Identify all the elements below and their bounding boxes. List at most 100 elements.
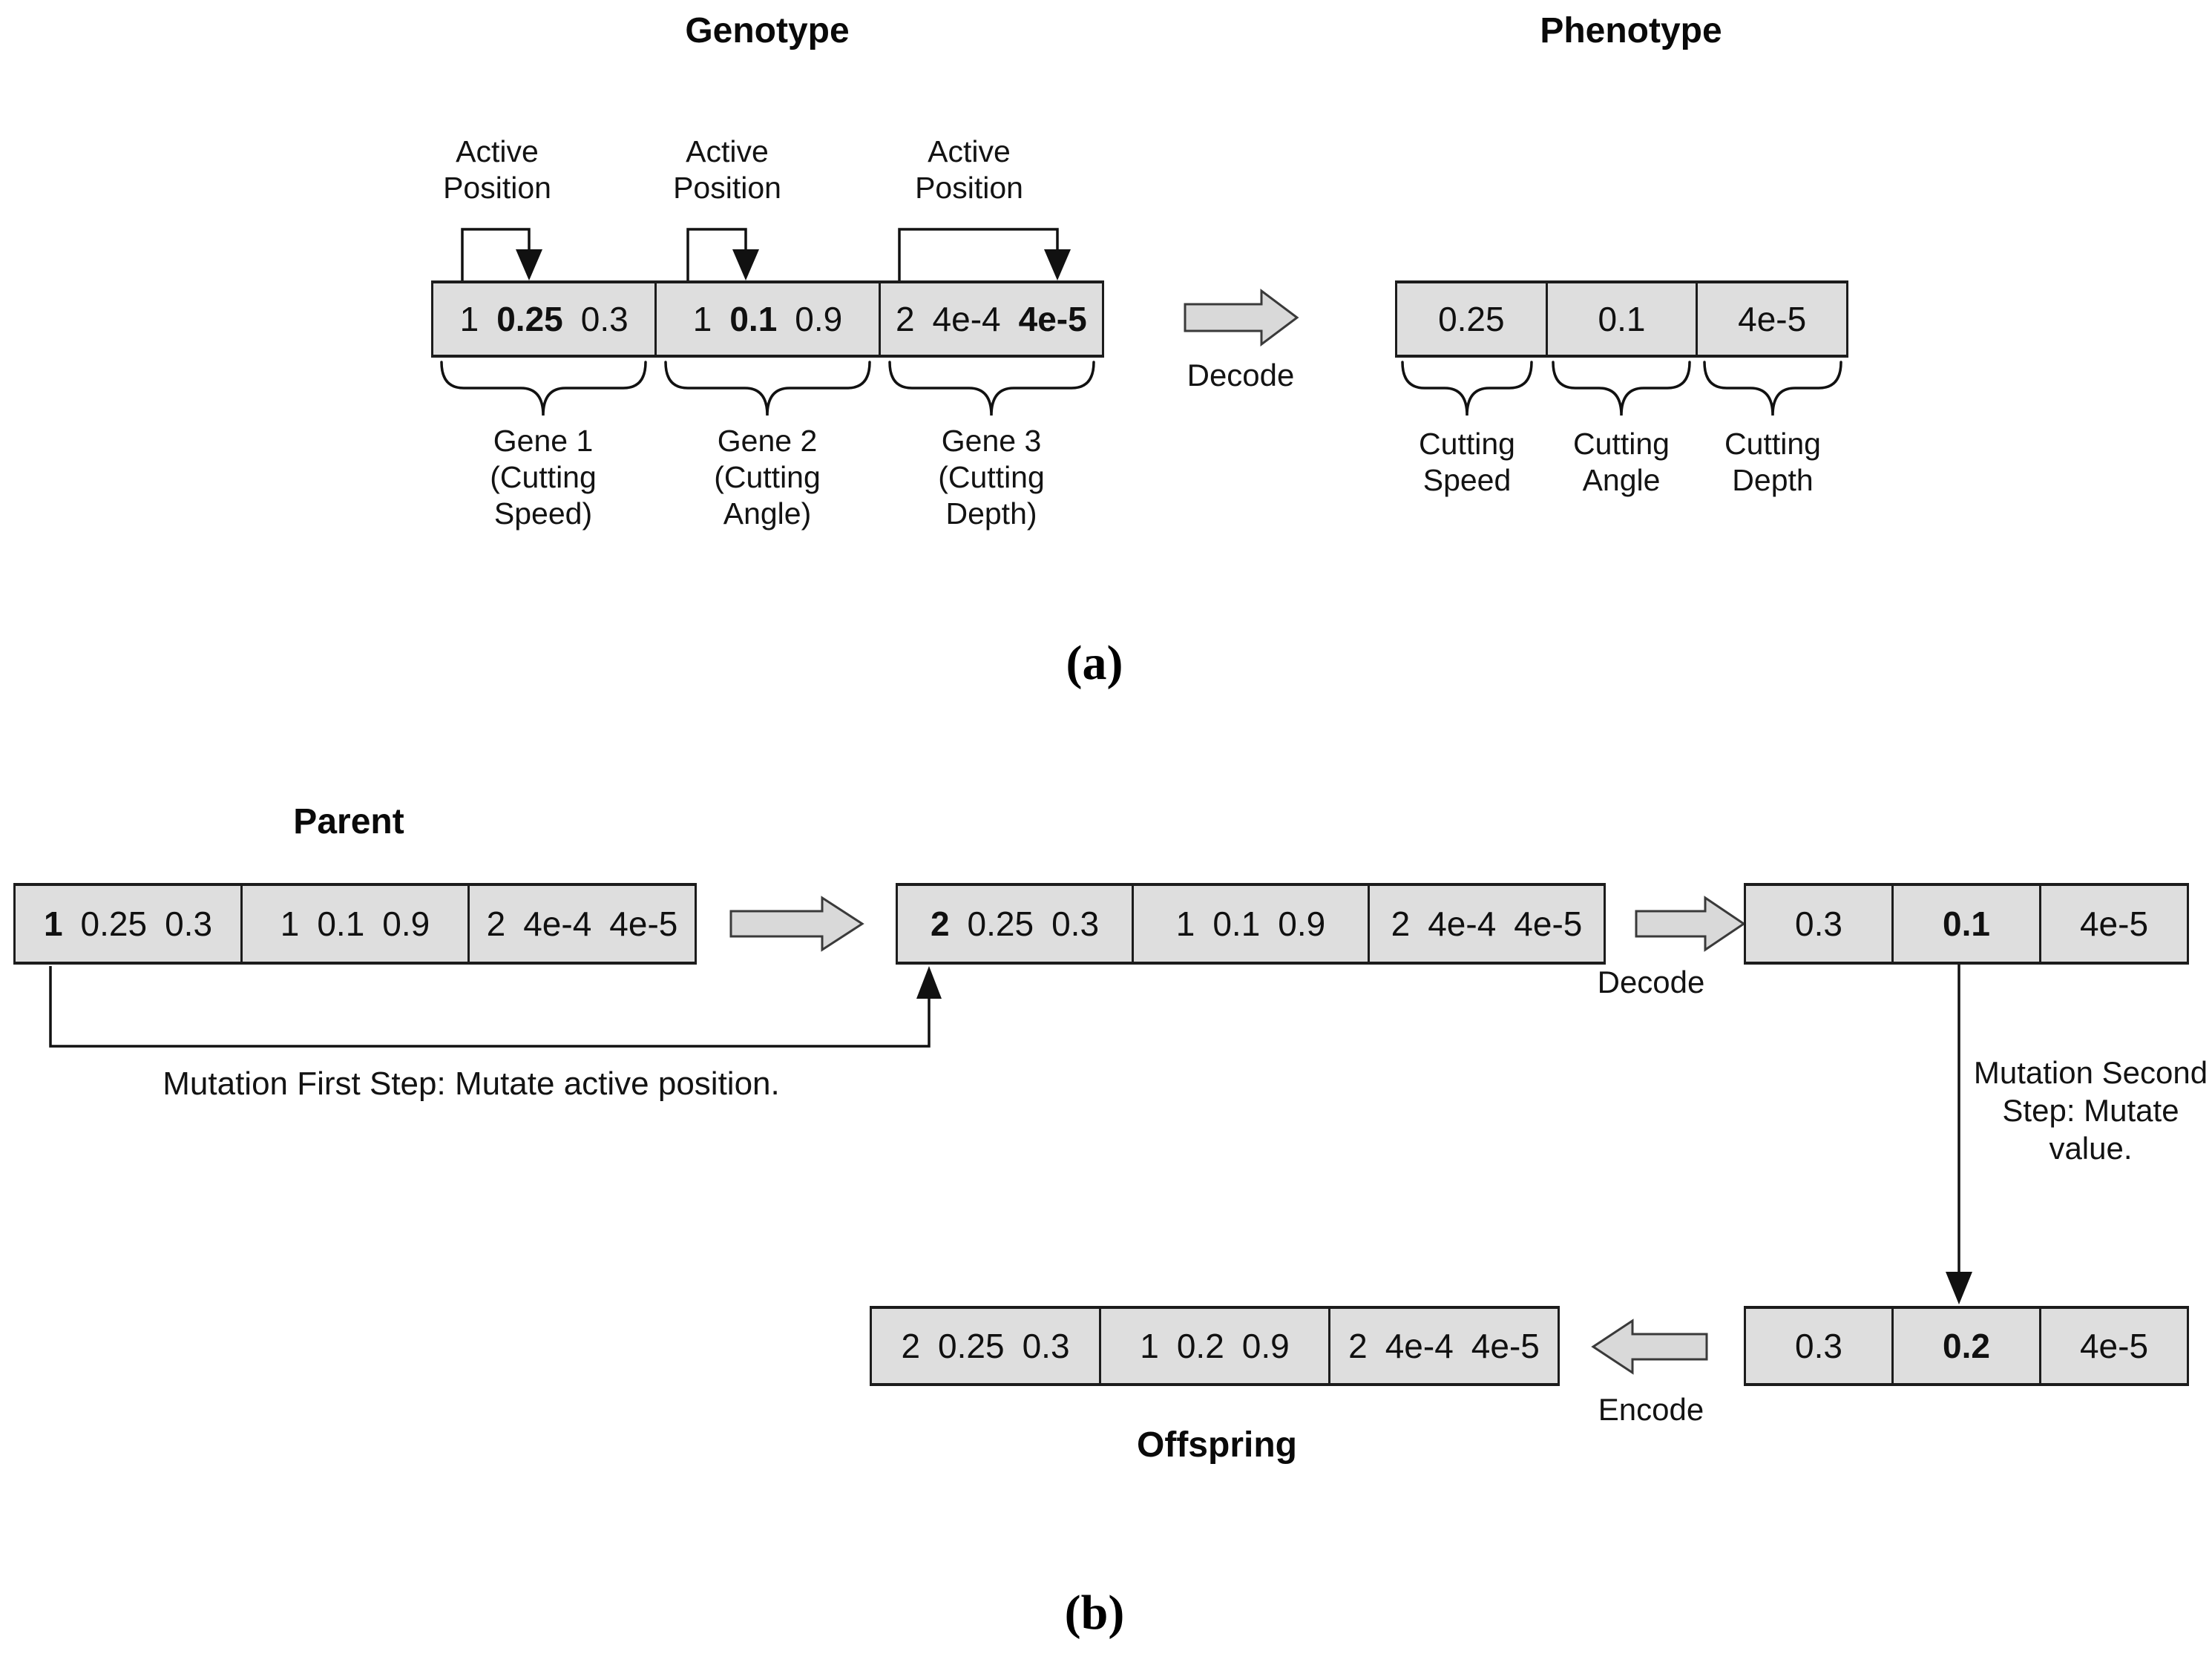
gene-value: 0.9	[382, 904, 430, 943]
gene-2-cell: 1 0.1 0.9	[654, 283, 878, 355]
gene-value: 0.1	[729, 300, 778, 338]
decode-label-a: Decode	[1187, 358, 1295, 393]
gene-value: 0.3	[1795, 1327, 1842, 1365]
active-position-connector-gene3-icon	[898, 228, 1071, 298]
gene-1-label: Gene 1 (Cutting Speed)	[424, 423, 662, 532]
parent-title: Parent	[293, 802, 404, 841]
phenotype-cutting-speed-cell: 0.25	[1397, 283, 1546, 355]
gene-value: 0.1	[1212, 904, 1261, 943]
gene-2-label: Gene 2 (Cutting Angle)	[649, 423, 886, 532]
offspring-gene-1-cell: 2 0.25 0.3	[872, 1309, 1099, 1383]
offspring-genotype-box: 2 0.25 0.3 1 0.2 0.9 2 4e-4 4e-5	[870, 1306, 1560, 1386]
parent-gene-2-cell: 1 0.1 0.9	[240, 886, 467, 962]
decode-arrow-icon	[1184, 289, 1299, 347]
gene-value: 4e-5	[1018, 300, 1087, 338]
gene-value: 0.3	[1795, 904, 1842, 943]
mutation-step2-line: value.	[2049, 1131, 2133, 1166]
offspring-title: Offspring	[1137, 1425, 1297, 1465]
active-position-connector-gene2-icon	[686, 228, 759, 298]
active-position-label-3: Active Position	[880, 134, 1058, 206]
value-label-line: Cutting	[1573, 427, 1670, 461]
gene-value: 4e-4	[1428, 904, 1497, 943]
parent-genotype-box: 1 0.25 0.3 1 0.1 0.9 2 4e-4 4e-5	[13, 883, 697, 965]
parent-gene-3-cell: 2 4e-4 4e-5	[467, 886, 695, 962]
gene-value: 1	[280, 904, 300, 943]
mutation-step2-line: Step: Mutate	[2002, 1093, 2179, 1128]
gene-value: 0.25	[938, 1327, 1005, 1365]
gene-label-line: Gene 1	[493, 424, 594, 458]
gene-value: 0.1	[1943, 904, 1990, 943]
active-position-line2: Position	[443, 171, 551, 205]
mutation-step2-connector-icon	[1946, 965, 1972, 1304]
gene-3-label: Gene 3 (Cutting Depth)	[873, 423, 1110, 532]
cutting-depth-label: Cutting Depth	[1676, 426, 1869, 499]
value-label-line: Cutting	[1419, 427, 1515, 461]
mutation-step2-text: Mutation Second Step: Mutate value.	[1968, 1054, 2212, 1167]
mutation-step2-line: Mutation Second	[1973, 1055, 2208, 1090]
gene-value: 4e-5	[1738, 300, 1807, 338]
cutting-speed-brace-icon	[1401, 361, 1533, 416]
phenotype-cutting-depth-cell: 4e-5	[1696, 283, 1846, 355]
gene-value: 4e-5	[2079, 1327, 2149, 1365]
gene-value: 0.2	[1176, 1327, 1224, 1365]
encode-arrow-icon	[1591, 1319, 1708, 1375]
mutation-step1-connector-icon	[49, 966, 942, 1048]
gene-3-cell: 2 4e-4 4e-5	[878, 283, 1102, 355]
gene-value: 0.1	[1598, 300, 1646, 338]
decode-arrow-b-icon	[1635, 896, 1746, 952]
parent-gene-1-cell: 1 0.25 0.3	[16, 886, 240, 962]
active-position-connector-gene1-icon	[461, 228, 542, 298]
phenotype-title: Phenotype	[1540, 11, 1722, 50]
gene-value: 2	[901, 1327, 921, 1365]
mutated-value-2-cell: 0.2	[1891, 1309, 2039, 1383]
cutting-angle-label: Cutting Angle	[1525, 426, 1718, 499]
encode-label: Encode	[1598, 1392, 1704, 1427]
gene-value: 0.3	[580, 300, 629, 338]
active-position-line1: Active	[928, 134, 1011, 168]
mutated-gene-3-cell: 2 4e-4 4e-5	[1368, 886, 1604, 962]
gene-label-line: (Cutting	[714, 460, 821, 494]
gene-value: 4e-5	[1514, 904, 1583, 943]
gene-value: 0.3	[165, 904, 213, 943]
gene-value: 0.9	[795, 300, 843, 338]
gene-value: 4e-5	[1471, 1327, 1540, 1365]
offspring-gene-2-cell: 1 0.2 0.9	[1099, 1309, 1328, 1383]
gene-value: 2	[895, 300, 915, 338]
gene-label-line: Gene 3	[941, 424, 1042, 458]
gene-value: 0.9	[1241, 1327, 1290, 1365]
gene2-brace-icon	[664, 361, 871, 416]
active-position-line1: Active	[686, 134, 769, 168]
gene-value: 0.3	[1051, 904, 1100, 943]
gene-value: 2	[1348, 1327, 1368, 1365]
mutated-gene-2-cell: 1 0.1 0.9	[1132, 886, 1368, 962]
gene-value: 0.25	[80, 904, 148, 943]
gene-value: 2	[1391, 904, 1411, 943]
active-position-line2: Position	[673, 171, 781, 205]
gene-label-line: (Cutting	[490, 460, 597, 494]
phenotype-box: 0.25 0.1 4e-5	[1395, 280, 1848, 358]
mutation-transform-arrow-icon	[729, 896, 864, 952]
gene-value: 0.25	[1438, 300, 1505, 338]
mutation-step1-text: Mutation First Step: Mutate active posit…	[163, 1066, 780, 1102]
panel-a-caption: (a)	[1066, 636, 1123, 690]
gene-value: 0.25	[967, 904, 1034, 943]
active-position-line1: Active	[456, 134, 539, 168]
gene-1-cell: 1 0.25 0.3	[433, 283, 654, 355]
gene-value: 0.9	[1278, 904, 1326, 943]
decoded-phenotype-box: 0.3 0.1 4e-5	[1744, 883, 2189, 965]
gene-value: 4e-5	[2079, 904, 2149, 943]
gene1-brace-icon	[440, 361, 647, 416]
genotype-box: 1 0.25 0.3 1 0.1 0.9 2 4e-4 4e-5	[431, 280, 1104, 358]
gene-value: 2	[930, 904, 950, 943]
decoded-value-2-cell: 0.1	[1891, 886, 2039, 962]
cutting-depth-brace-icon	[1703, 361, 1842, 416]
gene-value: 4e-4	[1385, 1327, 1454, 1365]
gene-value: 0.25	[496, 300, 563, 338]
gene-label-line: Gene 2	[717, 424, 818, 458]
gene-value: 4e-4	[932, 300, 1001, 338]
decode-label-b: Decode	[1597, 965, 1705, 999]
gene-value: 4e-5	[609, 904, 678, 943]
panel-b-caption: (b)	[1064, 1586, 1125, 1640]
value-label-line: Depth	[1732, 463, 1814, 497]
